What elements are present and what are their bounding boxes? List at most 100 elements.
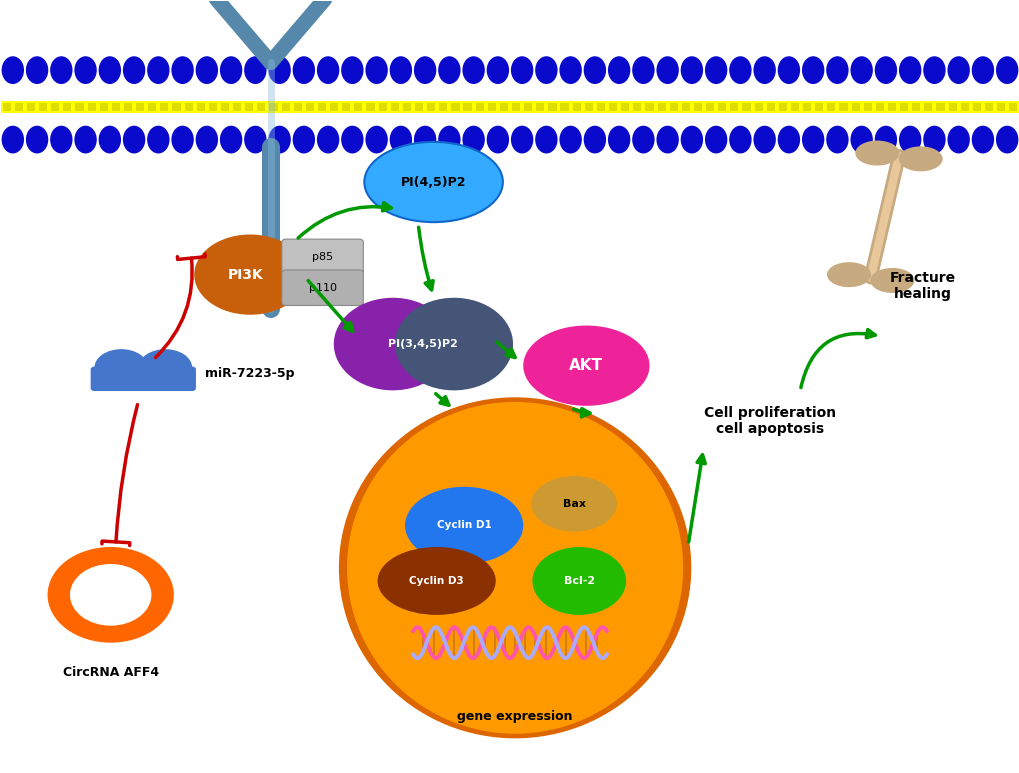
Ellipse shape: [607, 126, 630, 154]
Ellipse shape: [364, 142, 502, 222]
Bar: [124, 103, 132, 108]
Ellipse shape: [753, 56, 775, 84]
Bar: [984, 105, 993, 111]
Ellipse shape: [583, 126, 605, 154]
Ellipse shape: [171, 56, 194, 84]
Bar: [887, 105, 895, 111]
Bar: [269, 105, 277, 111]
Bar: [524, 105, 532, 111]
Bar: [608, 105, 616, 111]
Ellipse shape: [523, 325, 649, 406]
Bar: [717, 103, 726, 108]
Bar: [948, 105, 956, 111]
Bar: [717, 105, 726, 111]
Bar: [499, 103, 507, 108]
Bar: [996, 103, 1004, 108]
Ellipse shape: [70, 564, 151, 625]
Bar: [851, 105, 859, 111]
Bar: [596, 105, 604, 111]
Bar: [293, 105, 302, 111]
Bar: [911, 103, 919, 108]
Bar: [209, 103, 217, 108]
Bar: [172, 105, 180, 111]
Bar: [777, 105, 786, 111]
Ellipse shape: [317, 56, 339, 84]
Ellipse shape: [394, 298, 513, 390]
Bar: [693, 103, 701, 108]
Bar: [754, 103, 762, 108]
Ellipse shape: [462, 126, 484, 154]
Text: gene expression: gene expression: [457, 710, 573, 724]
Text: Cyclin D3: Cyclin D3: [409, 576, 464, 586]
Bar: [136, 105, 144, 111]
Ellipse shape: [405, 487, 523, 564]
Ellipse shape: [825, 56, 848, 84]
Bar: [136, 103, 144, 108]
Ellipse shape: [292, 56, 315, 84]
Ellipse shape: [922, 56, 945, 84]
Bar: [427, 103, 435, 108]
Bar: [863, 105, 871, 111]
Bar: [790, 103, 798, 108]
Bar: [851, 103, 859, 108]
Bar: [475, 103, 483, 108]
Text: CircRNA AFF4: CircRNA AFF4: [62, 666, 159, 679]
Bar: [802, 105, 810, 111]
Ellipse shape: [753, 126, 775, 154]
Ellipse shape: [947, 126, 969, 154]
Bar: [790, 105, 798, 111]
Ellipse shape: [389, 126, 412, 154]
Bar: [51, 103, 59, 108]
Ellipse shape: [292, 126, 315, 154]
Ellipse shape: [776, 126, 799, 154]
Bar: [366, 105, 374, 111]
Bar: [475, 105, 483, 111]
Bar: [245, 105, 253, 111]
Ellipse shape: [414, 56, 436, 84]
Ellipse shape: [244, 126, 266, 154]
Ellipse shape: [704, 126, 727, 154]
Bar: [3, 103, 11, 108]
Bar: [512, 103, 520, 108]
Bar: [742, 105, 750, 111]
Ellipse shape: [583, 56, 605, 84]
Ellipse shape: [801, 56, 823, 84]
Ellipse shape: [99, 56, 121, 84]
Bar: [330, 103, 338, 108]
Ellipse shape: [850, 126, 872, 154]
Bar: [512, 105, 520, 111]
Ellipse shape: [825, 126, 848, 154]
Ellipse shape: [874, 56, 897, 84]
Bar: [378, 103, 386, 108]
Bar: [669, 103, 677, 108]
Bar: [839, 105, 847, 111]
Bar: [948, 103, 956, 108]
Ellipse shape: [147, 126, 169, 154]
Ellipse shape: [995, 56, 1017, 84]
Ellipse shape: [346, 402, 683, 734]
Bar: [1008, 103, 1016, 108]
Ellipse shape: [377, 547, 495, 615]
Ellipse shape: [340, 56, 363, 84]
Bar: [318, 105, 326, 111]
Ellipse shape: [486, 126, 508, 154]
Bar: [681, 105, 689, 111]
Bar: [814, 103, 822, 108]
Bar: [754, 105, 762, 111]
Text: miR-7223-5p: miR-7223-5p: [205, 366, 293, 380]
Ellipse shape: [850, 56, 872, 84]
Bar: [645, 105, 653, 111]
Bar: [899, 103, 907, 108]
Ellipse shape: [438, 56, 461, 84]
Ellipse shape: [317, 126, 339, 154]
Text: PI3K: PI3K: [227, 267, 263, 281]
Bar: [257, 105, 265, 111]
Ellipse shape: [776, 56, 799, 84]
Bar: [403, 103, 411, 108]
Bar: [390, 105, 398, 111]
Bar: [51, 105, 59, 111]
Bar: [390, 103, 398, 108]
Ellipse shape: [826, 262, 870, 287]
Bar: [875, 105, 883, 111]
Bar: [88, 103, 96, 108]
